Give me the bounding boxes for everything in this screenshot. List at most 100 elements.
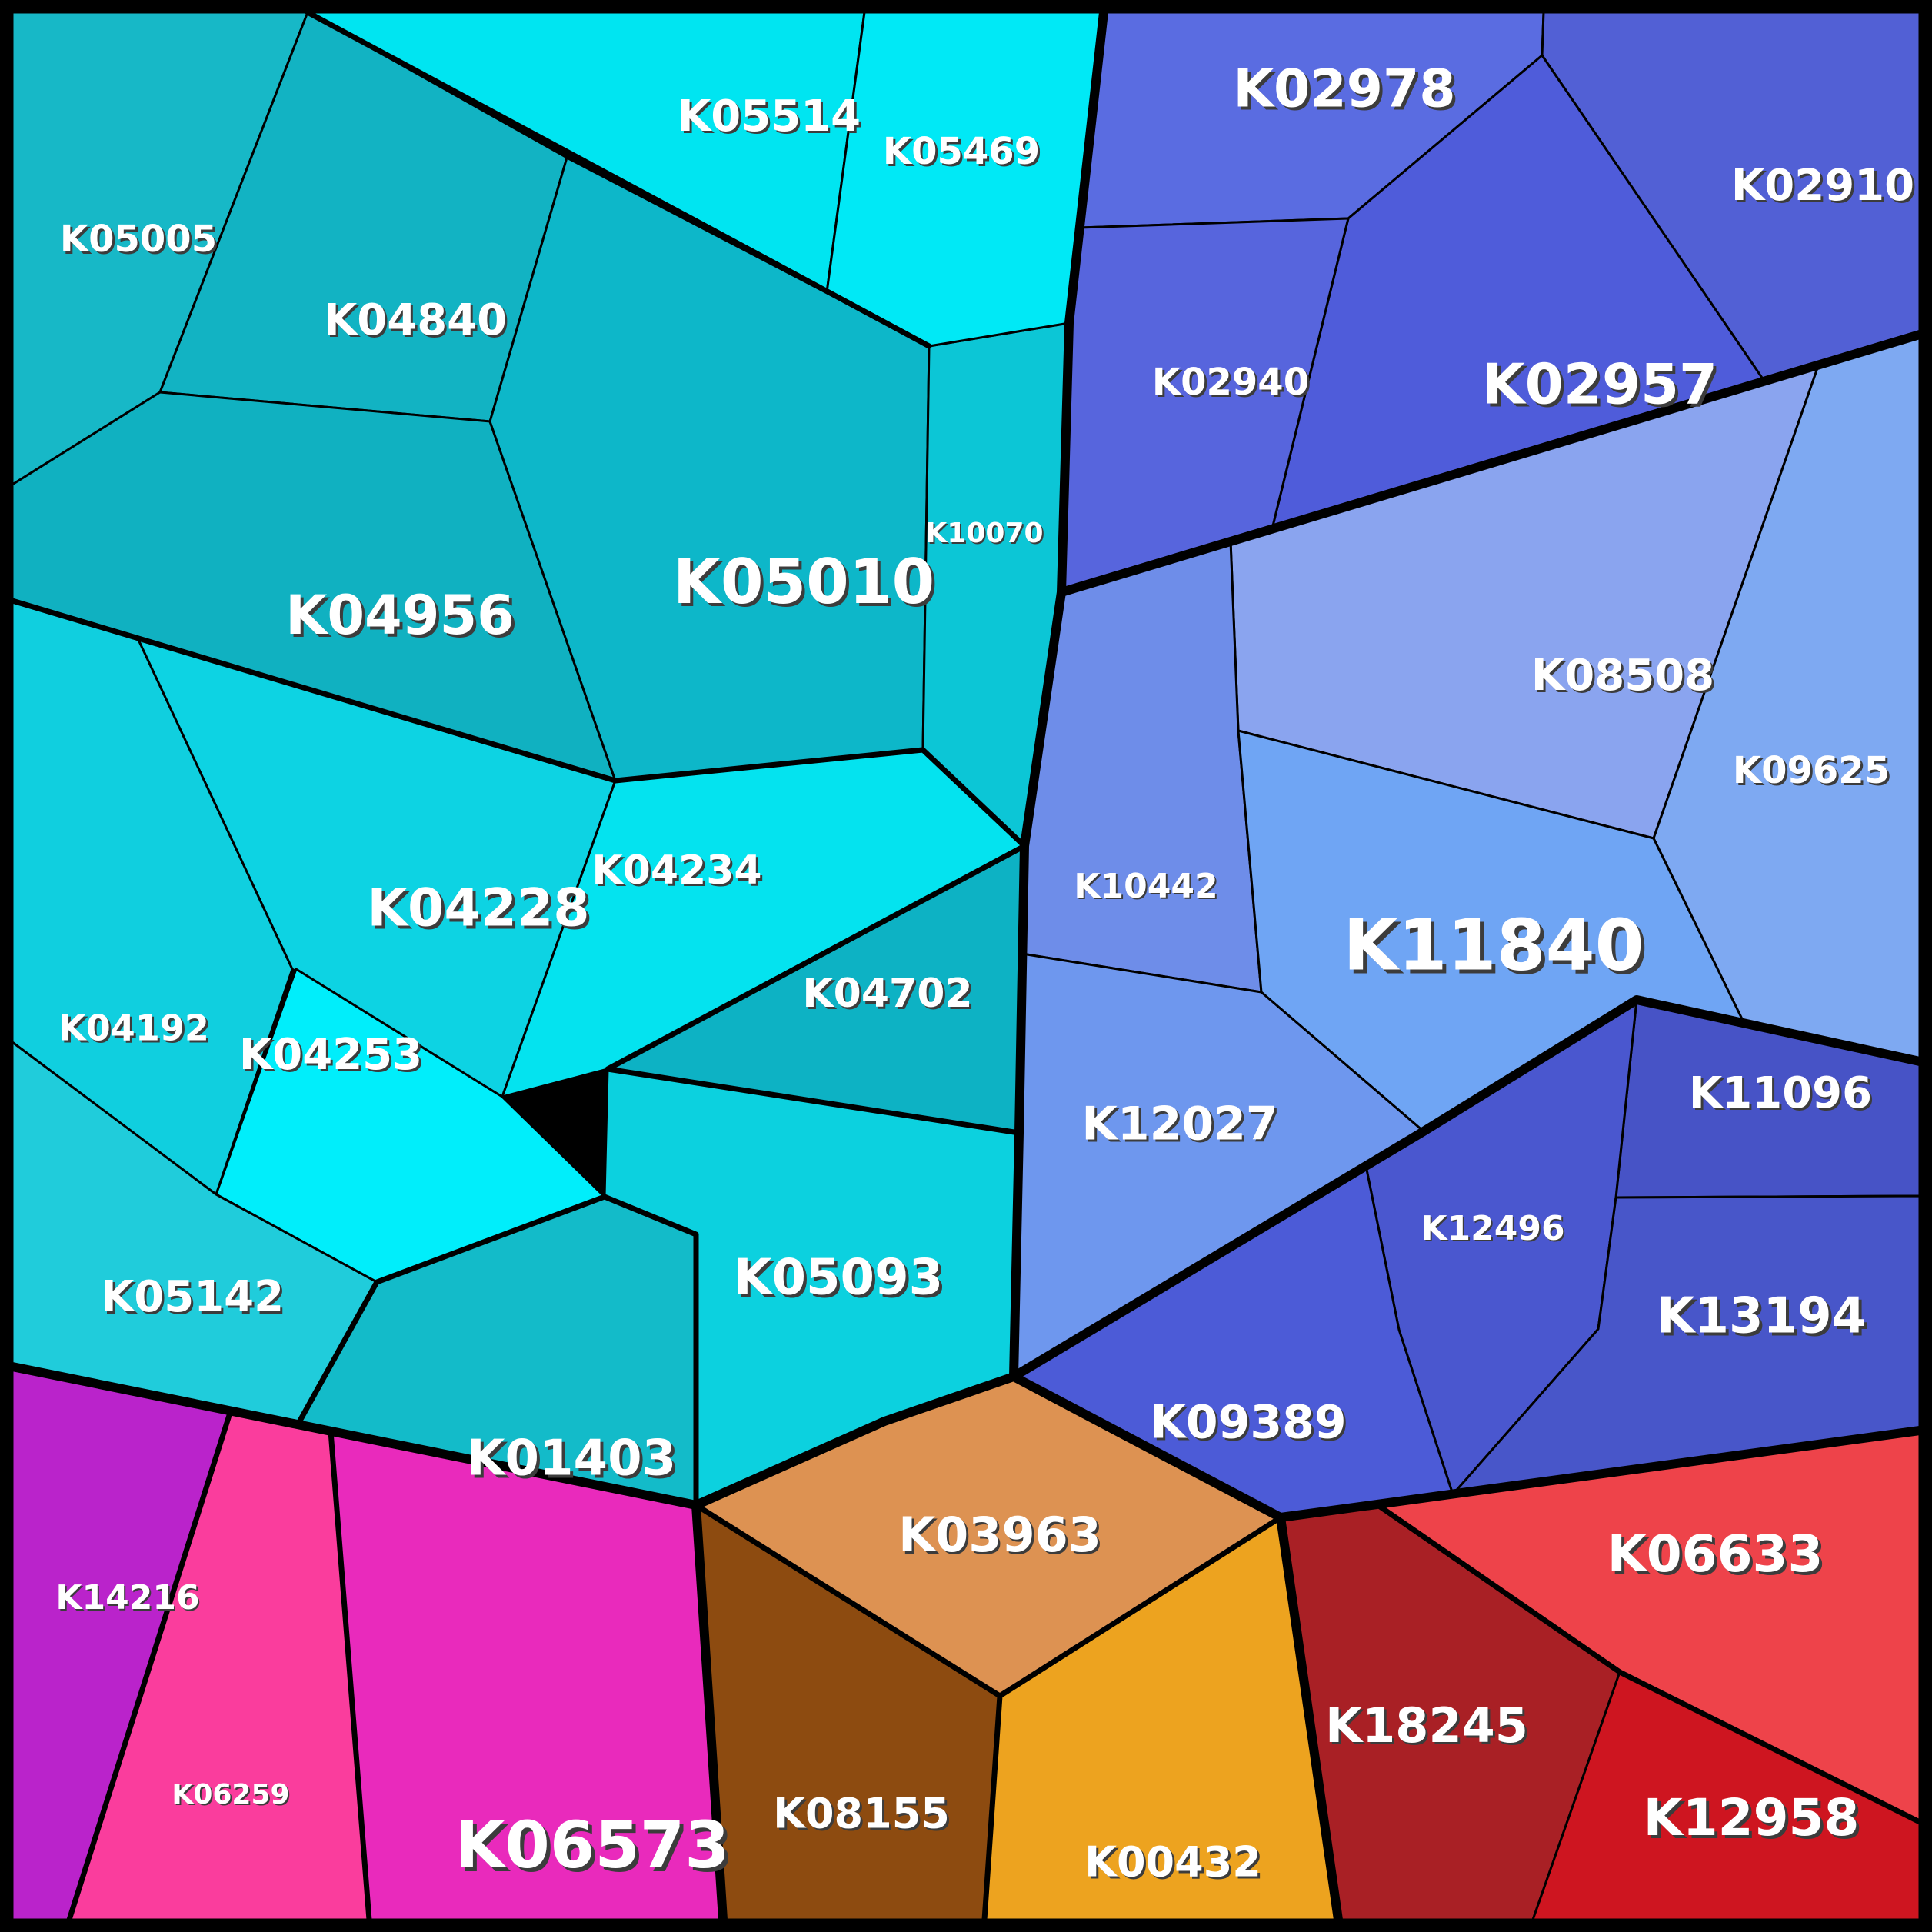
- cell-label-shadow-K09625: K09625: [1735, 751, 1892, 794]
- cell-label-shadow-K04253: K04253: [242, 1032, 425, 1082]
- cell-label-shadow-K02940: K02940: [1154, 363, 1311, 406]
- cells-layer: [11, 11, 1921, 1921]
- cell-label-shadow-K02957: K02957: [1485, 355, 1720, 420]
- cell-label-K09625: K09625: [1733, 749, 1890, 792]
- cell-label-shadow-K05005: K05005: [62, 220, 219, 263]
- cell-label-K08508: K08508: [1531, 651, 1714, 701]
- cell-label-K04253: K04253: [239, 1030, 422, 1080]
- cell-label-K12027: K12027: [1081, 1098, 1277, 1151]
- cell-label-K04228: K04228: [367, 878, 589, 939]
- cell-label-shadow-K12496: K12496: [1422, 1211, 1566, 1250]
- cell-label-shadow-K12027: K12027: [1084, 1100, 1280, 1154]
- cell-label-K04702: K04702: [802, 971, 972, 1017]
- boundary-1: [8, 1362, 701, 1510]
- cell-label-K11840: K11840: [1343, 904, 1644, 986]
- cell-label-shadow-K04192: K04192: [61, 1010, 212, 1051]
- cell-label-shadow-K14216: K14216: [57, 1580, 201, 1619]
- cell-label-shadow-K11840: K11840: [1347, 908, 1647, 990]
- cell-label-shadow-K11096: K11096: [1691, 1071, 1874, 1121]
- boundary-7: [1009, 995, 1924, 1381]
- cell-label-K09389: K09389: [1150, 1396, 1346, 1450]
- boundaries-layer: [8, 8, 1924, 1924]
- cell-label-K06633: K06633: [1607, 1524, 1824, 1584]
- cell-label-shadow-K02910: K02910: [1734, 163, 1917, 213]
- boundary-10: [9, 598, 1028, 849]
- cell-label-K14216: K14216: [55, 1578, 199, 1617]
- cell-label-K02978: K02978: [1233, 59, 1455, 120]
- teal-group: [11, 11, 1071, 1507]
- cell-label-shadow-K05010: K05010: [676, 549, 938, 621]
- cell-label-K05005: K05005: [60, 218, 217, 261]
- cell-label-K10442: K10442: [1074, 867, 1217, 906]
- boundary-15: [328, 1428, 372, 1923]
- cell-label-K10070: K10070: [925, 518, 1043, 549]
- boundary-2: [691, 1372, 1018, 1510]
- cell-label-shadow-K10070: K10070: [927, 519, 1044, 551]
- cell-label-shadow-K08508: K08508: [1534, 653, 1717, 703]
- cell-label-K04956: K04956: [285, 584, 515, 647]
- cell-label-shadow-K04840: K04840: [326, 298, 509, 348]
- cell-label-K05142: K05142: [101, 1272, 284, 1322]
- cell-label-K04840: K04840: [324, 295, 507, 345]
- cell-label-K01403: K01403: [467, 1431, 676, 1487]
- cell-label-K05514: K05514: [678, 92, 861, 142]
- cell-label-shadow-K05514: K05514: [680, 94, 863, 144]
- boundary-0: [1009, 8, 1108, 1381]
- cell-label-shadow-K06573: K06573: [458, 1811, 733, 1887]
- cell-label-K03963: K03963: [898, 1507, 1101, 1563]
- cell-label-shadow-K08155: K08155: [775, 1792, 952, 1840]
- boundary-18: [1374, 1501, 1923, 1825]
- cell-label-K18245: K18245: [1325, 1697, 1528, 1754]
- cell-label-K05010: K05010: [673, 546, 934, 618]
- boundary-5: [1276, 1513, 1343, 1924]
- cell-label-K04234: K04234: [591, 848, 761, 894]
- cell-label-shadow-K00432: K00432: [1087, 1840, 1264, 1889]
- cell-label-shadow-K09389: K09389: [1152, 1398, 1348, 1452]
- light-blue-group: [1012, 333, 1921, 1378]
- cell-label-K05093: K05093: [734, 1250, 943, 1307]
- cell-label-K08155: K08155: [773, 1790, 950, 1838]
- cell-label-K13194: K13194: [1657, 1288, 1866, 1345]
- cell-label-shadow-K05093: K05093: [737, 1253, 946, 1310]
- cell-label-shadow-K12958: K12958: [1647, 1791, 1863, 1850]
- cell-label-shadow-K10442: K10442: [1075, 868, 1219, 908]
- boundary-12: [296, 1194, 608, 1425]
- cell-label-shadow-K06633: K06633: [1611, 1527, 1827, 1587]
- cell-label-shadow-K05142: K05142: [103, 1274, 286, 1324]
- boundary-3: [691, 1501, 728, 1924]
- cell-label-K06259: K06259: [172, 1779, 289, 1810]
- boundary-8: [1057, 330, 1924, 597]
- boundary-11: [605, 843, 1028, 1136]
- cell-label-shadow-K05469: K05469: [885, 132, 1042, 175]
- cell-label-K02910: K02910: [1731, 161, 1914, 211]
- boundary-17: [981, 1693, 1003, 1923]
- cell-label-shadow-K03963: K03963: [901, 1509, 1104, 1565]
- cell-label-K02940: K02940: [1152, 361, 1309, 404]
- cell-label-shadow-K13194: K13194: [1660, 1291, 1869, 1348]
- cell-label-shadow-K06259: K06259: [173, 1780, 291, 1812]
- cell-label-shadow-K04956: K04956: [288, 587, 518, 650]
- cell-label-shadow-K04702: K04702: [804, 973, 974, 1019]
- cell-label-K04192: K04192: [58, 1008, 209, 1049]
- cell-label-shadow-K04234: K04234: [594, 850, 764, 896]
- cell-label-shadow-K01403: K01403: [470, 1434, 679, 1491]
- cell-label-shadow-K02978: K02978: [1236, 62, 1458, 123]
- cell-label-K06573: K06573: [455, 1807, 729, 1883]
- cell-label-shadow-K18245: K18245: [1327, 1700, 1531, 1756]
- boundary-13: [601, 1194, 699, 1508]
- boundary-6: [1276, 1426, 1924, 1522]
- cell-K05469[interactable]: [825, 11, 1105, 348]
- cell-label-shadow-K04228: K04228: [370, 881, 592, 942]
- cell-label-K11096: K11096: [1689, 1068, 1872, 1118]
- cell-label-K12496: K12496: [1421, 1209, 1564, 1248]
- cyan-group: [11, 11, 1105, 1507]
- boundary-14: [66, 1407, 234, 1923]
- cell-label-K12958: K12958: [1644, 1788, 1860, 1847]
- cell-label-K00432: K00432: [1084, 1838, 1261, 1887]
- cell-label-K05469: K05469: [883, 130, 1040, 173]
- boundary-9: [305, 9, 932, 349]
- boundary-4: [1009, 1372, 1285, 1522]
